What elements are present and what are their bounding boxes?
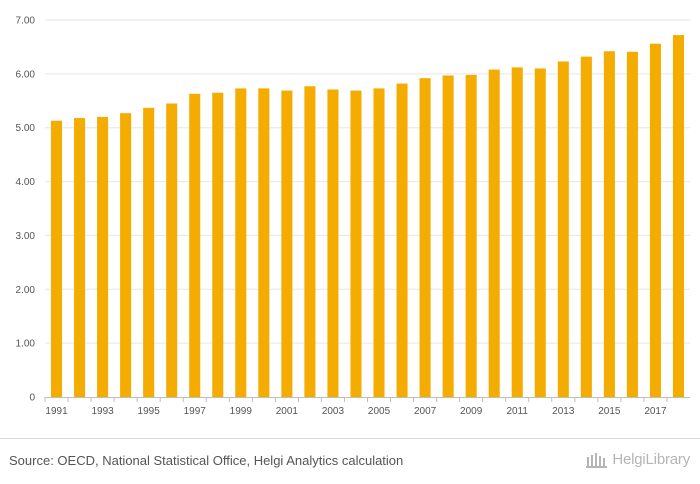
x-tick-label: 2015 <box>598 406 621 417</box>
y-tick-label: 5.00 <box>16 123 36 134</box>
source-note: Source: OECD, National Statistical Offic… <box>9 453 404 468</box>
x-tick-label: 1991 <box>45 406 68 417</box>
bar-2003[interactable] <box>327 89 339 398</box>
bar-2018[interactable] <box>672 35 685 397</box>
bar-2013[interactable] <box>557 61 569 397</box>
bar-1995[interactable] <box>143 107 155 397</box>
bar-2016[interactable] <box>626 51 638 397</box>
x-tick-label: 1999 <box>230 406 253 417</box>
bar-2005[interactable] <box>373 88 385 398</box>
bar-2017[interactable] <box>649 43 661 397</box>
bar-2009[interactable] <box>465 74 477 397</box>
bar-1999[interactable] <box>235 88 247 398</box>
y-tick-label: 6.00 <box>16 69 36 80</box>
y-tick-label: 1.00 <box>16 339 36 350</box>
bar-2006[interactable] <box>396 83 408 398</box>
bar-2004[interactable] <box>350 90 362 397</box>
brand-name: HelgiLibrary <box>612 451 690 468</box>
x-tick-label: 1993 <box>91 406 114 417</box>
bar-2015[interactable] <box>603 51 615 397</box>
bar-1998[interactable] <box>212 92 224 397</box>
brand-logo[interactable]: HelgiLibrary <box>586 451 690 468</box>
bars <box>50 35 685 398</box>
gridlines <box>45 19 690 344</box>
bar-2012[interactable] <box>534 68 546 397</box>
bar-2002[interactable] <box>304 86 316 397</box>
bar-2010[interactable] <box>488 69 500 397</box>
x-tick-label: 2009 <box>460 406 483 417</box>
x-tick-label: 2013 <box>552 406 575 417</box>
x-tick-label: 2007 <box>414 406 437 417</box>
y-tick-label: 7.00 <box>16 16 36 27</box>
bar-2011[interactable] <box>511 67 523 397</box>
x-tick-label: 2005 <box>368 406 391 417</box>
bar-1996[interactable] <box>166 103 178 397</box>
bar-1993[interactable] <box>97 116 109 397</box>
bar-2008[interactable] <box>442 75 454 398</box>
bar-1997[interactable] <box>189 93 201 397</box>
bar-chart: 0 1.00 2.00 3.00 4.00 5.00 6.00 7.00 1991 1993 199… <box>16 16 690 417</box>
x-tick-label: 1997 <box>184 406 207 417</box>
bar-1991[interactable] <box>50 120 63 397</box>
x-tick-label: 1995 <box>138 406 161 417</box>
y-tick-label: 0 <box>29 393 35 404</box>
chart-footer: Source: OECD, National Statistical Offic… <box>0 438 700 484</box>
bar-1992[interactable] <box>74 118 86 398</box>
axes: 0 1.00 2.00 3.00 4.00 5.00 6.00 7.00 1991 1993 199… <box>16 16 690 417</box>
y-tick-label: 2.00 <box>16 285 36 296</box>
bar-2001[interactable] <box>281 90 293 397</box>
x-tick-label: 2003 <box>322 406 345 417</box>
bar-2007[interactable] <box>419 78 431 397</box>
y-tick-label: 3.00 <box>16 231 36 242</box>
x-tick-label: 2001 <box>276 406 299 417</box>
x-tick-label: 2011 <box>506 406 528 417</box>
library-icon <box>586 453 608 468</box>
x-tick-label: 2017 <box>644 406 667 417</box>
y-tick-label: 4.00 <box>16 177 36 188</box>
bar-2000[interactable] <box>258 88 270 398</box>
bar-1994[interactable] <box>120 113 132 398</box>
bar-2014[interactable] <box>580 56 592 397</box>
